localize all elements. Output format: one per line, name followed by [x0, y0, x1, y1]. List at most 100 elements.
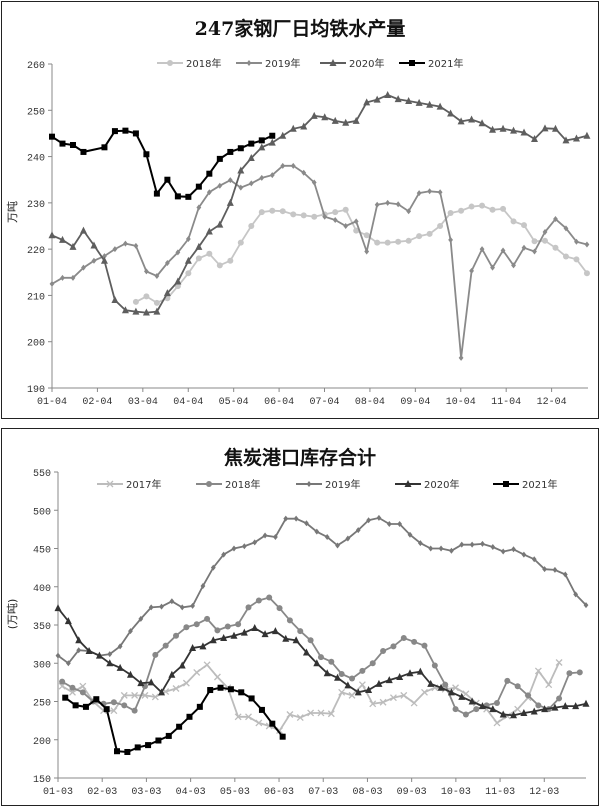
chart-title: 247家钢厂日均铁水产量 — [194, 18, 406, 40]
data-point — [562, 136, 570, 144]
data-point — [164, 260, 170, 267]
data-point — [93, 696, 100, 703]
data-point — [328, 658, 335, 665]
data-point — [241, 543, 247, 550]
data-point — [374, 201, 380, 208]
data-point — [176, 723, 183, 730]
data-point — [206, 481, 212, 487]
data-point — [279, 208, 286, 215]
data-point — [269, 172, 275, 179]
data-point — [247, 153, 255, 161]
data-point — [531, 556, 537, 563]
data-point — [112, 246, 118, 253]
data-point — [352, 116, 360, 124]
chart-panel-hot-metal: 247家钢厂日均铁水产量 190 200 210 220 230 240 250 260 01-… — [1, 1, 599, 419]
x-tick-label: 09-03 — [397, 787, 427, 798]
y-tick-label: 450 — [33, 546, 51, 557]
data-point — [199, 642, 207, 650]
data-point — [583, 131, 591, 139]
chart-panel-coke-port-stock: 焦炭港口库存合计 150 200 250 300 350 400 450 500 550 01-0… — [1, 428, 599, 806]
x-tick-label: 11-04 — [491, 397, 521, 408]
data-point — [437, 683, 445, 691]
data-point — [54, 604, 62, 612]
x-tick-label: 05-04 — [219, 397, 249, 408]
x-tick-label: 06-03 — [264, 787, 294, 798]
data-point — [396, 673, 404, 681]
data-point — [216, 155, 223, 162]
data-point — [311, 213, 318, 220]
data-point — [79, 689, 86, 696]
data-point — [375, 679, 383, 687]
data-point — [167, 60, 173, 66]
data-point — [143, 293, 150, 300]
data-point — [552, 566, 558, 573]
data-point — [306, 481, 312, 487]
data-point — [374, 239, 381, 246]
data-point — [462, 711, 469, 718]
data-point — [307, 637, 314, 644]
data-point — [245, 713, 252, 721]
data-point — [551, 124, 559, 132]
data-point — [100, 256, 108, 264]
data-point — [313, 659, 321, 667]
data-point — [147, 678, 155, 686]
data-point — [427, 679, 435, 687]
data-point — [154, 272, 160, 279]
series-line-2019年 — [57, 516, 587, 665]
data-point — [195, 183, 202, 190]
data-point — [296, 714, 304, 722]
data-point — [185, 270, 192, 277]
data-point — [82, 703, 89, 710]
data-point — [573, 256, 580, 263]
data-point — [276, 727, 284, 735]
x-tick-label: 12-03 — [529, 787, 559, 798]
data-point — [416, 190, 422, 197]
data-point — [165, 732, 172, 739]
data-point — [111, 128, 118, 135]
data-point — [314, 528, 320, 535]
data-point — [307, 709, 315, 717]
data-point — [459, 541, 465, 548]
data-point — [90, 241, 98, 249]
data-point — [59, 678, 66, 685]
data-point — [493, 719, 501, 727]
data-point — [297, 628, 304, 635]
y-tick-label: 220 — [27, 246, 45, 257]
data-point — [469, 267, 474, 274]
data-point — [366, 517, 371, 524]
data-point — [261, 630, 269, 638]
data-point — [163, 289, 171, 297]
data-point — [290, 211, 297, 218]
data-point — [69, 684, 76, 691]
data-point — [561, 702, 569, 710]
data-point — [344, 681, 352, 689]
data-point — [426, 230, 433, 237]
data-point — [69, 688, 76, 696]
data-point — [220, 634, 228, 642]
data-point — [69, 142, 76, 148]
data-point — [75, 636, 83, 644]
data-point — [186, 713, 193, 720]
data-point — [106, 480, 114, 488]
data-point — [224, 623, 231, 630]
data-point — [110, 707, 118, 715]
data-point — [248, 140, 255, 147]
data-point — [332, 216, 338, 223]
data-point — [573, 591, 579, 598]
data-point — [300, 122, 308, 130]
data-point — [531, 238, 538, 245]
data-point — [226, 198, 234, 206]
data-point — [251, 624, 259, 632]
data-point — [582, 699, 590, 707]
data-point — [478, 119, 486, 127]
data-point — [395, 238, 402, 245]
data-point — [534, 667, 542, 675]
data-point — [584, 241, 590, 248]
data-point — [489, 125, 497, 133]
data-point — [421, 688, 428, 696]
data-point — [416, 667, 424, 675]
data-point — [101, 144, 108, 151]
data-point — [151, 693, 159, 701]
data-point — [449, 547, 454, 554]
data-point — [437, 189, 443, 196]
